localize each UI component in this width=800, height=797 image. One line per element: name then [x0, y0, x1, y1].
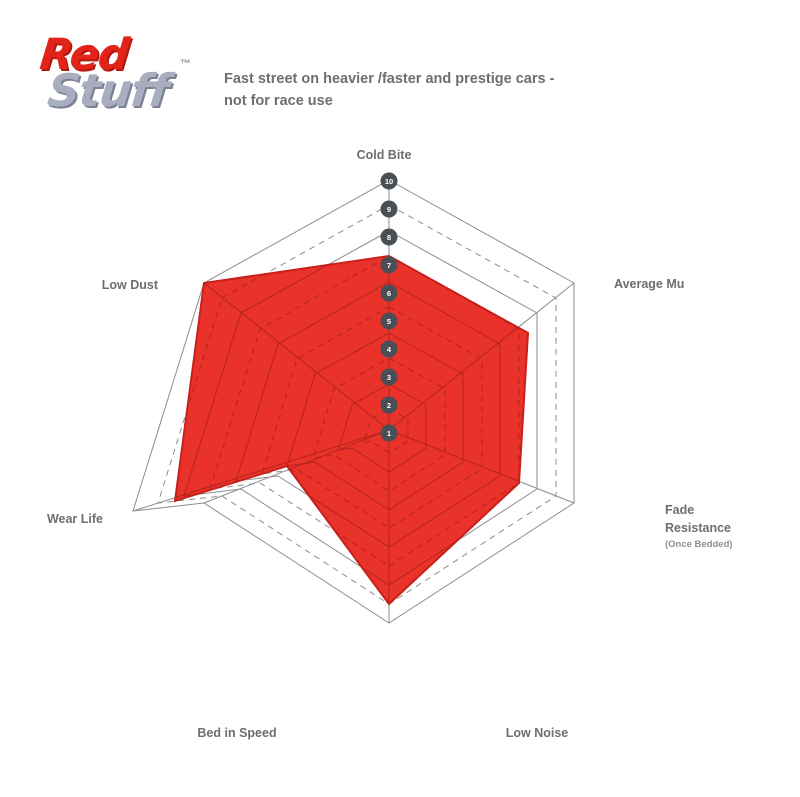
tick-marker-1: 1 [380, 424, 398, 442]
tick-label-8: 8 [387, 233, 391, 242]
axis-label-low-dust: Low Dust [102, 278, 159, 292]
chart-header: Red Stuff ™ Fast street on heavier /fast… [0, 0, 800, 140]
axis-label-fade-resistance-line-2: Resistance [665, 521, 731, 535]
axis-label-fade-resistance-line-1: Fade [665, 503, 694, 517]
page-title: Fast street on heavier /faster and prest… [224, 68, 694, 113]
tick-label-7: 7 [387, 261, 391, 270]
tick-marker-8: 8 [380, 228, 398, 246]
tick-label-4: 4 [387, 345, 392, 354]
tick-marker-6: 6 [380, 284, 398, 302]
tick-label-1: 1 [387, 429, 391, 438]
tick-marker-10: 10 [380, 172, 398, 190]
page-title-line-2: not for race use [224, 93, 333, 110]
radar-data-polygon [173, 254, 530, 606]
axis-label-bed-in-speed: Bed in Speed [197, 726, 276, 740]
axis-label-cold-bite: Cold Bite [357, 148, 412, 162]
tick-marker-4: 4 [380, 340, 398, 358]
radar-ring-10 [132, 179, 575, 624]
tick-label-10: 10 [385, 177, 393, 186]
tick-marker-3: 3 [380, 368, 398, 386]
tick-label-2: 2 [387, 401, 391, 410]
axis-label-fade-resistance: Fade Resistance (Once Bedded) [665, 503, 733, 550]
axis-label-low-noise: Low Noise [506, 726, 569, 740]
tick-label-9: 9 [387, 205, 391, 214]
tick-label-6: 6 [387, 289, 391, 298]
tick-label-3: 3 [387, 373, 391, 382]
tick-marker-2: 2 [380, 396, 398, 414]
axis-label-wear-life: Wear Life [47, 512, 103, 526]
radar-tick-markers: 10 9 8 7 6 5 4 3 [380, 172, 398, 442]
tick-marker-5: 5 [380, 312, 398, 330]
tick-marker-7: 7 [380, 256, 398, 274]
radar-ring-9 [157, 204, 557, 605]
redstuff-brand-logo: Red Stuff ™ [37, 30, 208, 130]
trademark-symbol: ™ [180, 58, 191, 70]
page-title-line-1: Fast street on heavier /faster and prest… [224, 71, 555, 87]
axis-label-average-mu: Average Mu [614, 277, 684, 291]
tick-marker-9: 9 [380, 200, 398, 218]
axis-label-fade-resistance-sublabel: (Once Bedded) [665, 539, 733, 550]
tick-label-5: 5 [387, 317, 391, 326]
